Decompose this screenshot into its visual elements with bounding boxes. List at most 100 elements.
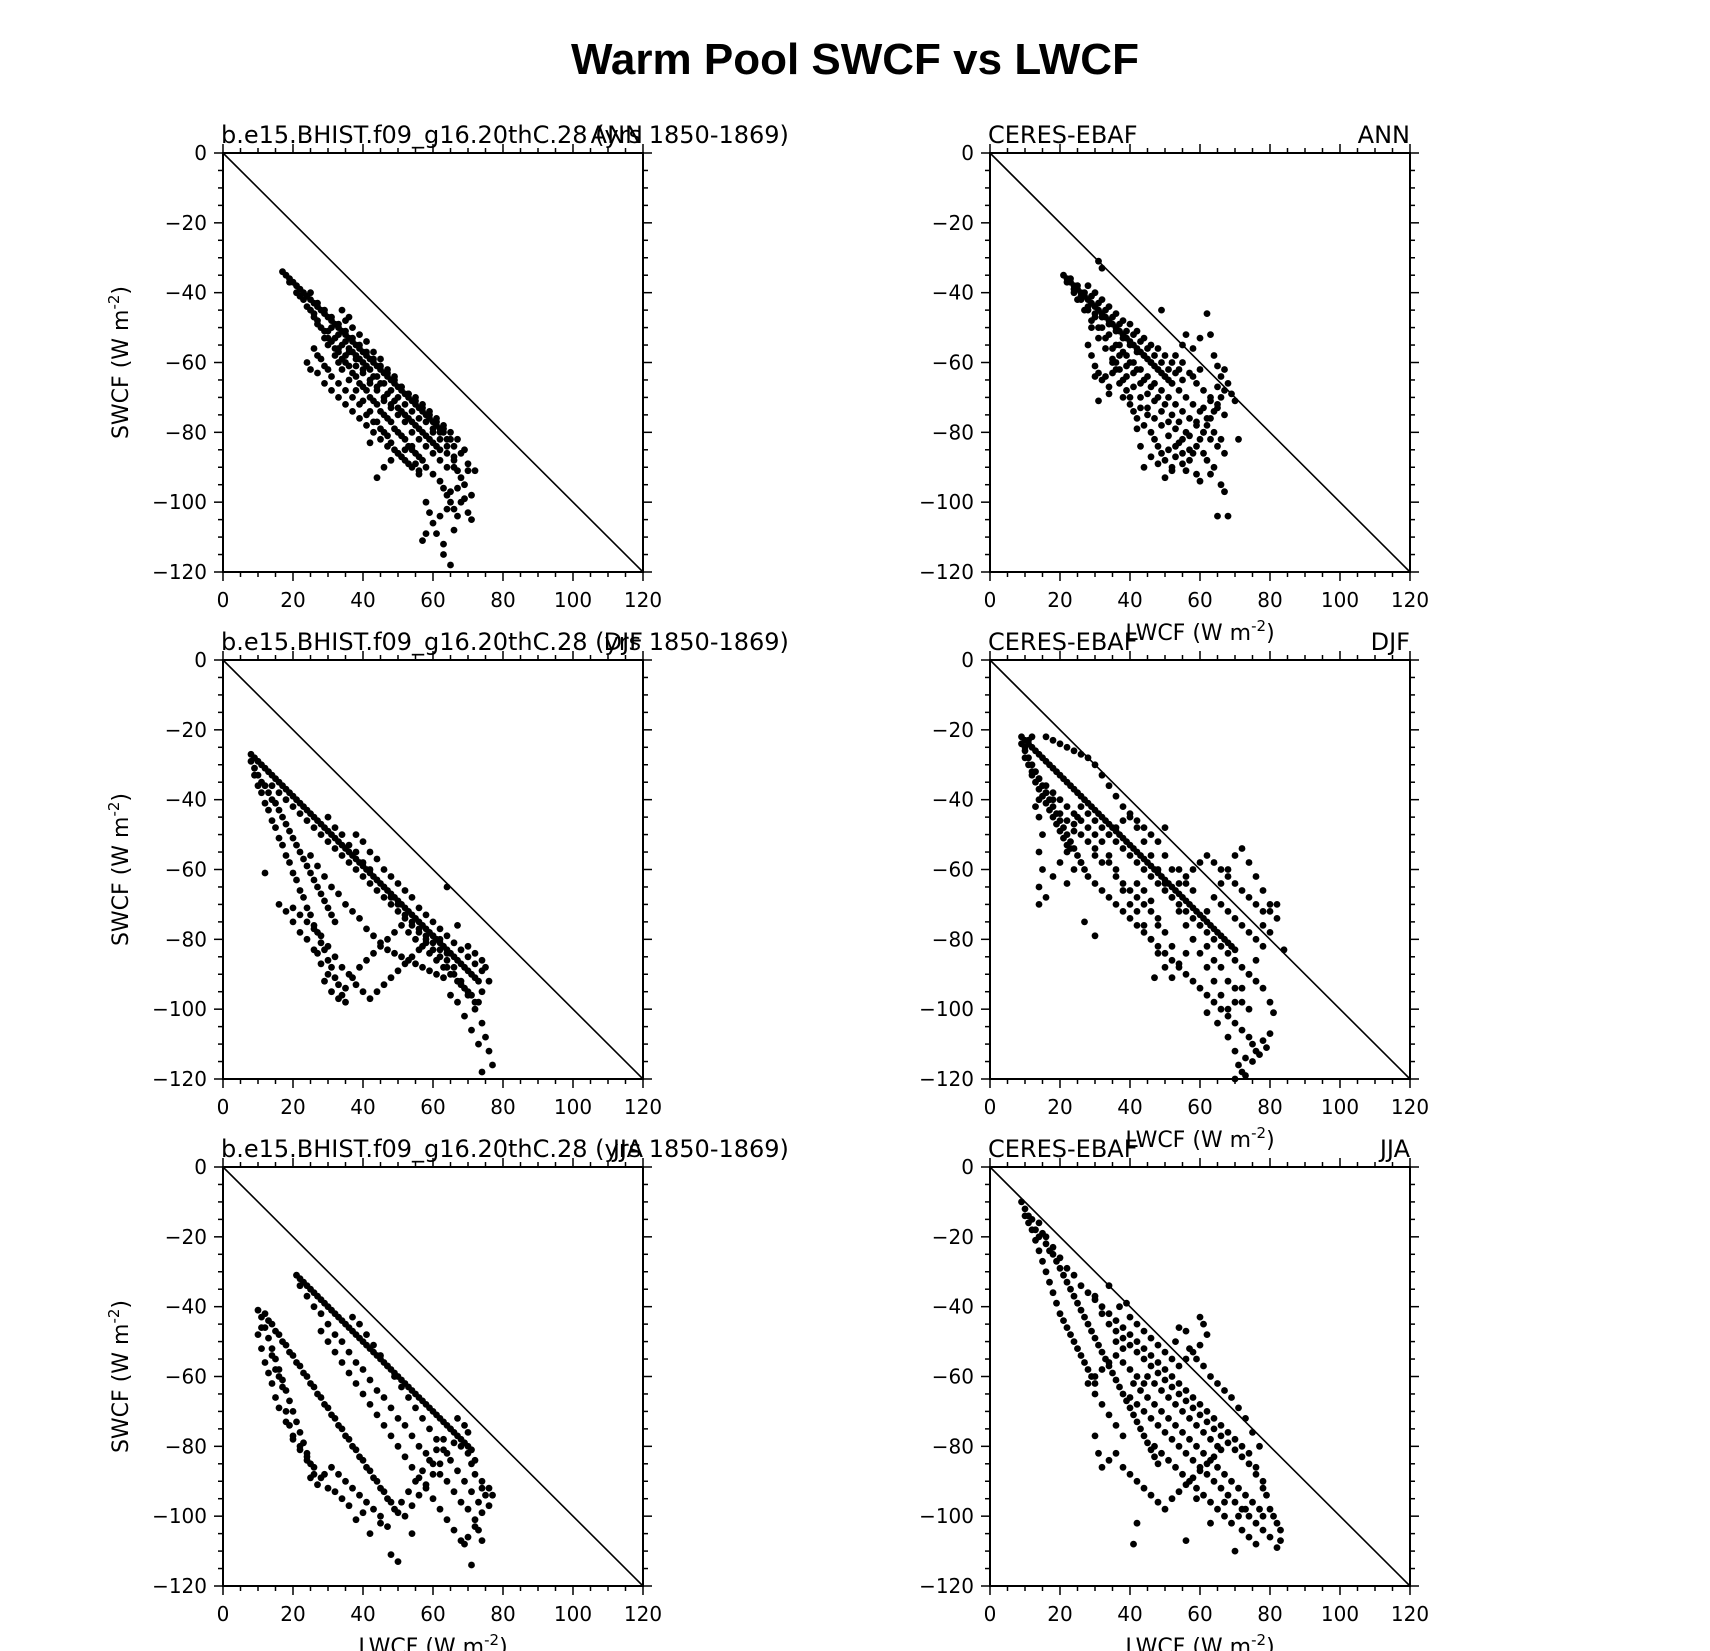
scatter-point	[321, 897, 328, 905]
x-axis-label-exponent: -2	[1251, 1124, 1266, 1142]
scatter-point	[1172, 442, 1179, 450]
scatter-point	[268, 1352, 276, 1359]
reference-line	[989, 152, 1411, 573]
scatter-point	[1161, 852, 1169, 859]
scatter-point	[1266, 929, 1274, 936]
scatter-point	[394, 394, 402, 401]
scatter-point	[1158, 1408, 1165, 1415]
scatter-point	[251, 771, 258, 779]
scatter-point	[1049, 796, 1057, 804]
scatter-point	[1130, 369, 1137, 377]
panel-left-string: CERES-EBAF	[988, 121, 1138, 149]
scatter-point	[485, 1502, 493, 1510]
scatter-point	[296, 1282, 304, 1290]
scatter-point	[1186, 456, 1193, 464]
scatter-point	[1133, 817, 1141, 824]
scatter-point	[328, 373, 335, 380]
scatter-point	[310, 925, 318, 933]
scatter-point	[366, 1401, 374, 1408]
scatter-point	[1175, 387, 1183, 394]
scatter-point	[1203, 1331, 1211, 1338]
scatter-point	[1203, 942, 1211, 950]
scatter-point	[1126, 887, 1134, 894]
y-tick-label: −40	[165, 281, 207, 305]
scatter-point	[1112, 1449, 1120, 1457]
scatter-point	[429, 918, 437, 926]
scatter-point	[1130, 383, 1137, 391]
scatter-point	[303, 1456, 311, 1464]
scatter-point	[394, 1558, 402, 1565]
figure-title: Warm Pool SWCF vs LWCF	[571, 35, 1139, 84]
scatter-point	[1210, 894, 1218, 901]
scatter-point	[1042, 782, 1050, 790]
scatter-point	[1259, 942, 1267, 950]
scatter-point	[1049, 1289, 1057, 1297]
scatter-point	[1231, 852, 1239, 859]
scatter-point	[394, 411, 402, 419]
scatter-point	[1151, 380, 1158, 387]
scatter-point	[1119, 887, 1127, 894]
scatter-point	[349, 1442, 356, 1450]
scatter-point	[1126, 1366, 1134, 1373]
scatter-point	[338, 366, 346, 373]
scatter-point	[1021, 754, 1029, 762]
x-tick-label: 100	[554, 1602, 592, 1626]
scatter-point	[1266, 1030, 1274, 1037]
scatter-point	[1140, 1408, 1148, 1415]
scatter-point	[1056, 810, 1064, 817]
scatter-point	[429, 519, 437, 527]
scatter-point	[1231, 1547, 1239, 1555]
scatter-point	[356, 963, 363, 971]
scatter-point	[352, 362, 360, 370]
scatter-point	[408, 1432, 416, 1440]
scatter-point	[468, 1561, 475, 1569]
scatter-point	[1133, 824, 1141, 831]
scatter-point	[485, 1484, 493, 1492]
scatter-point	[1175, 866, 1183, 873]
scatter-point	[1238, 963, 1246, 971]
scatter-point	[1151, 397, 1158, 405]
scatter-point	[450, 963, 458, 971]
scatter-point	[1147, 1415, 1155, 1422]
scatter-point	[1077, 803, 1085, 810]
scatter-point	[275, 806, 283, 814]
scatter-point	[1186, 415, 1193, 422]
scatter-point	[1266, 1505, 1274, 1513]
scatter-point	[443, 949, 451, 957]
y-tick-label: −100	[152, 490, 207, 514]
scatter-point	[1133, 880, 1141, 887]
scatter-point	[443, 883, 451, 891]
scatter-point	[1074, 1299, 1081, 1307]
scatter-point	[377, 355, 384, 363]
scatter-point	[1147, 453, 1155, 461]
scatter-point	[1119, 1390, 1127, 1398]
scatter-point	[345, 313, 353, 321]
scatter-point	[289, 1432, 297, 1440]
scatter-point	[342, 1432, 349, 1440]
scatter-point	[394, 901, 402, 908]
scatter-point	[272, 799, 279, 807]
scatter-point	[1147, 897, 1155, 905]
scatter-point	[1088, 324, 1095, 331]
scatter-point	[1168, 467, 1176, 475]
scatter-panel-3: 0 20 40 60 80 100 120 0 −20 −40 −60 −80 −100 −120 b.e1…	[105, 628, 789, 1119]
scatter-point	[1063, 1324, 1071, 1331]
scatter-point	[1168, 1355, 1176, 1363]
scatter-point	[461, 1477, 468, 1485]
scatter-point	[335, 890, 342, 898]
scatter-point	[335, 320, 342, 328]
scatter-point	[1273, 1544, 1281, 1551]
scatter-point	[352, 831, 360, 838]
scatter-point	[328, 1463, 335, 1471]
scatter-point	[1060, 834, 1067, 842]
scatter-point	[1203, 415, 1211, 422]
scatter-point	[1154, 1341, 1162, 1349]
scatter-point	[1091, 289, 1099, 297]
scatter-point	[1144, 1394, 1151, 1401]
scatter-point	[461, 495, 468, 503]
scatter-point	[279, 841, 286, 849]
scatter-point	[1182, 1397, 1190, 1405]
scatter-point	[1140, 1345, 1148, 1352]
scatter-point	[324, 1320, 332, 1328]
scatter-point	[1224, 1005, 1232, 1013]
